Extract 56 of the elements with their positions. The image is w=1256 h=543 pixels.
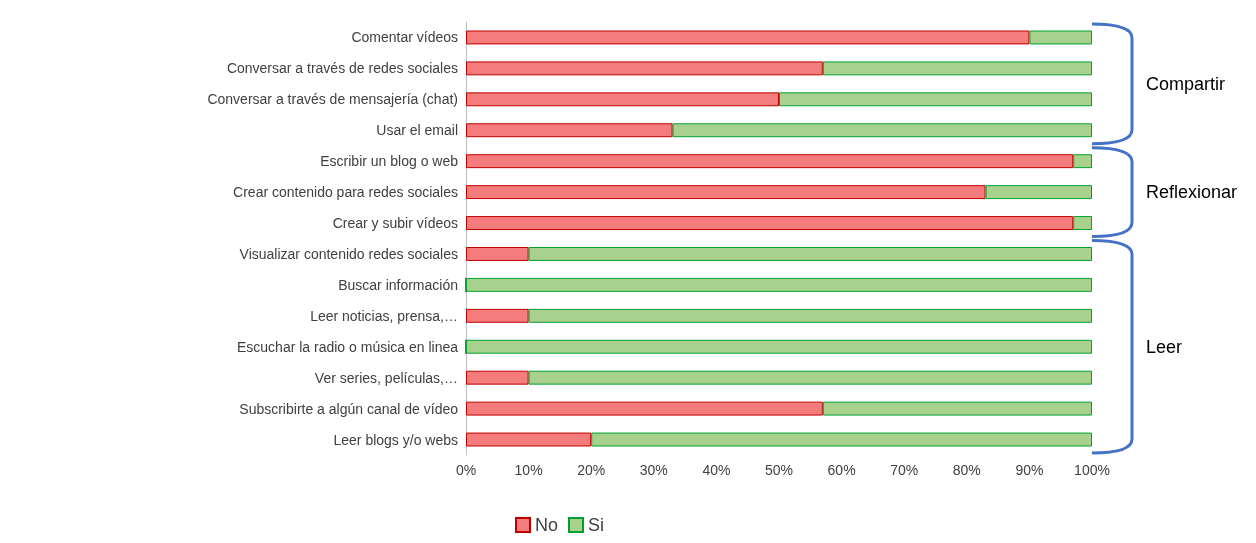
legend-label: No	[535, 515, 559, 535]
bar	[466, 185, 986, 200]
y-tick-label: Ver series, películas,…	[314, 369, 458, 386]
y-tick-label: Escuchar la radio o música en linea	[236, 338, 459, 355]
x-tick-label: 70%	[890, 462, 919, 478]
bar	[466, 339, 1092, 354]
bar	[466, 30, 1030, 45]
x-tick-label: 100%	[1074, 462, 1110, 478]
bar	[466, 370, 529, 385]
bar	[1029, 30, 1092, 45]
bar	[466, 308, 529, 323]
bar	[528, 370, 1092, 385]
bar	[1073, 154, 1092, 169]
bar	[591, 432, 1092, 447]
y-tick-label: Conversar a través de mensajería (chat)	[207, 91, 458, 108]
x-tick-label: 10%	[514, 462, 543, 478]
x-tick-label: 30%	[639, 462, 668, 478]
x-tick-label: 90%	[1015, 462, 1044, 478]
bar	[466, 432, 592, 447]
text: Reflexionar	[1146, 182, 1238, 203]
bar	[466, 401, 823, 416]
bar	[672, 123, 1092, 138]
y-tick-label: Escribir un blog o web	[320, 153, 459, 170]
bar	[822, 61, 1092, 76]
y-tick-label: Conversar a través de redes sociales	[226, 60, 458, 77]
y-tick-label: Visualizar contenido redes sociales	[239, 245, 458, 262]
y-tick-label: Leer noticias, prensa,…	[310, 307, 458, 324]
bar	[528, 308, 1092, 323]
x-tick-label: 20%	[577, 462, 606, 478]
bar	[466, 123, 673, 138]
y-tick-label: Comentar vídeos	[351, 29, 458, 46]
bar	[466, 277, 1092, 292]
bar	[466, 247, 529, 261]
legend-label: Si	[588, 515, 605, 535]
y-tick-label: Leer blogs y/o webs	[333, 431, 458, 448]
y-tick-label: Subscribirte a algún canal de vídeo	[239, 400, 459, 417]
bar	[466, 61, 823, 76]
x-tick-label: 50%	[764, 462, 794, 478]
x-tick-label: 60%	[827, 462, 856, 478]
bar	[466, 216, 1074, 230]
bar	[466, 92, 779, 107]
y-tick-label: Crear contenido para redes sociales	[233, 184, 458, 201]
y-tick-label: Usar el email	[376, 122, 458, 139]
x-tick-label: 40%	[702, 462, 731, 478]
y-tick-label: Buscar información	[338, 276, 458, 293]
bar	[528, 247, 1092, 261]
bar	[985, 185, 1092, 200]
bar	[822, 401, 1092, 416]
bar	[1073, 216, 1092, 230]
bar	[779, 92, 1092, 107]
text: Compartir	[1146, 73, 1226, 94]
bar	[466, 154, 1074, 169]
y-tick-label: Crear y subir vídeos	[332, 215, 458, 232]
x-tick-label: 80%	[952, 462, 981, 478]
text: Leer	[1146, 336, 1183, 357]
x-tick-label: 0%	[455, 462, 477, 478]
